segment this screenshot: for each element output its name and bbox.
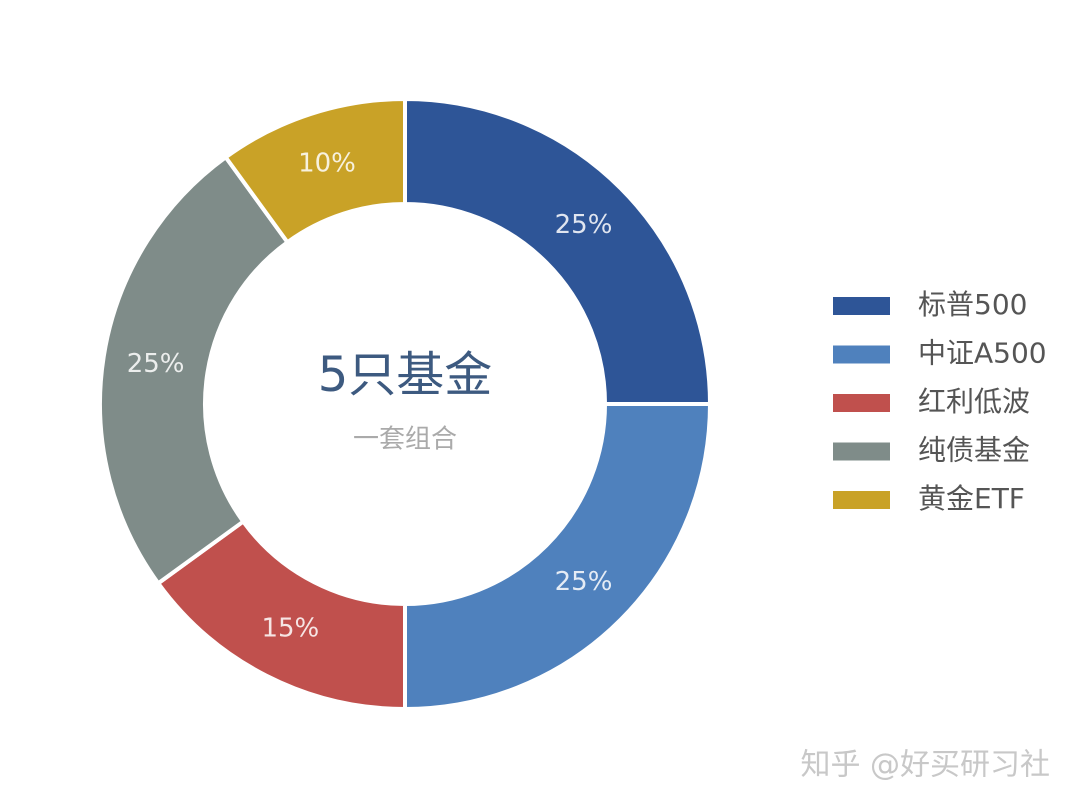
value-label: 25% (555, 210, 613, 240)
slice (403, 96, 713, 406)
value-label: 25% (555, 567, 613, 597)
slice (222, 96, 407, 245)
legend-label: 标普500 (918, 288, 1027, 321)
legend-swatch (833, 442, 890, 461)
legend-swatch (833, 491, 890, 509)
legend-swatch (833, 345, 890, 364)
center-subtitle: 一套组合 (353, 425, 457, 455)
legend-label: 纯债基金 (918, 434, 1030, 467)
value-label: 15% (261, 613, 319, 643)
legend-label: 红利低波 (918, 385, 1030, 418)
slice (403, 402, 713, 712)
value-label: 10% (298, 148, 356, 178)
legend-swatch (833, 394, 890, 412)
value-label: 25% (127, 349, 185, 379)
legend-swatch (833, 297, 890, 315)
legend-label: 黄金ETF (918, 482, 1025, 515)
center-title: 5只基金 (318, 347, 493, 403)
slice (98, 154, 291, 587)
watermark: 知乎 @好买研习社 (800, 748, 1050, 783)
legend-label: 中证A500 (918, 337, 1047, 370)
